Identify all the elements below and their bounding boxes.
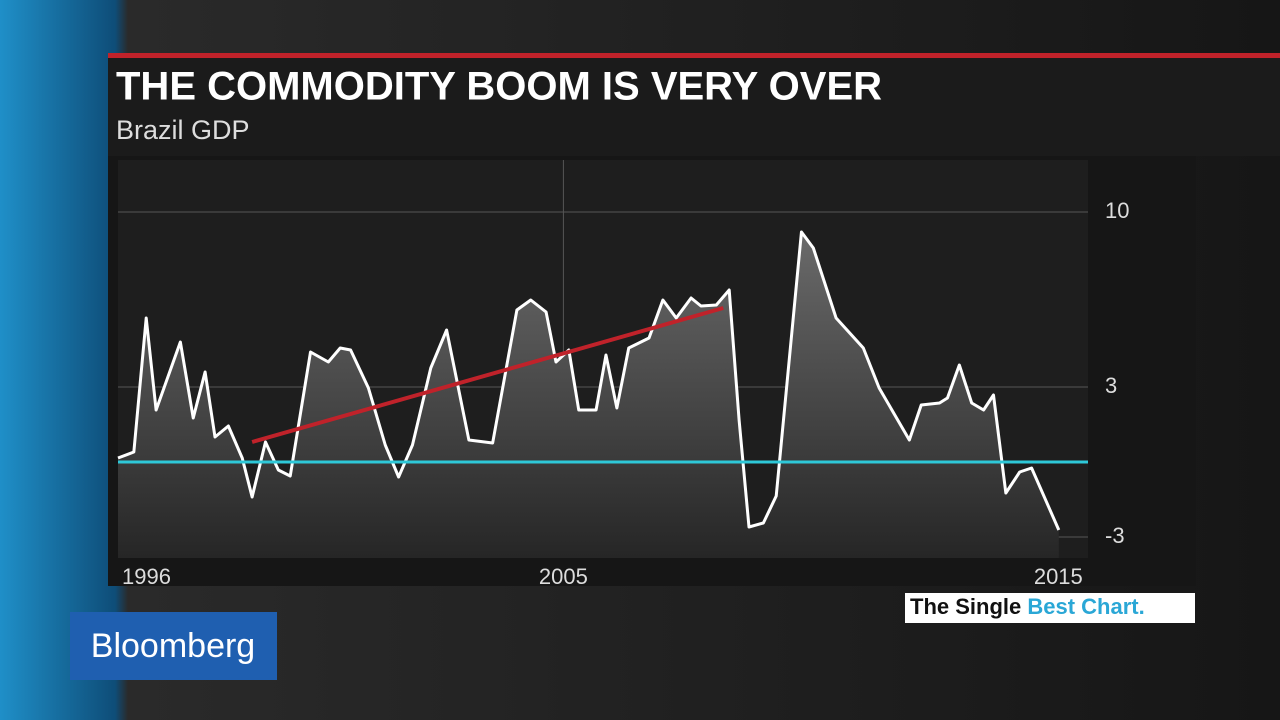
title: THE COMMODITY BOOM IS VERY OVER [116,65,882,109]
area [118,232,1059,558]
trend-line [251,306,724,444]
y-tick-label: -3 [1105,523,1125,548]
y-tick-label: 10 [1105,198,1129,223]
y-tick-label: 3 [1105,373,1117,398]
tagline-box [905,593,1195,623]
tagline-part: The Single [910,594,1021,619]
subtitle: Brazil GDP [116,115,250,145]
tagline-part: Best Chart. [1027,594,1144,619]
x-tick-label: 1996 [122,564,171,589]
plot: 10 3 -3 1996 2005 2015 [117,160,1129,589]
x-tick-label: 2005 [539,564,588,589]
header-panel [108,58,1280,156]
line [117,230,1061,531]
tagline: The Single Best Chart. [910,594,1145,619]
x-tick-label: 2015 [1034,564,1083,589]
header-rule [108,53,1280,58]
brand-box [70,612,277,680]
brand: Bloomberg [91,627,255,665]
